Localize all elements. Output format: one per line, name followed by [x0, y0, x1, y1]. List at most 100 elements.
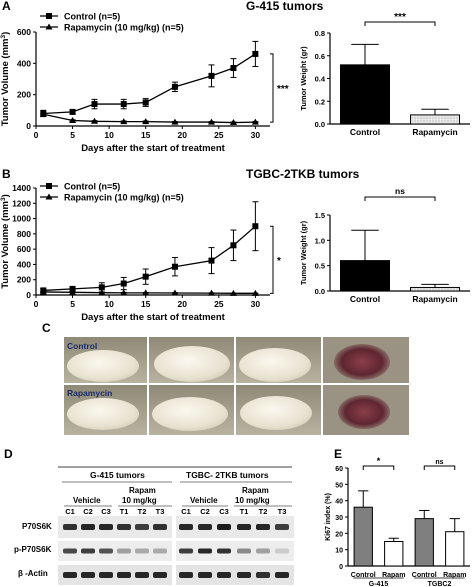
x-tick-label: 10 [104, 130, 114, 140]
y-tick-label: 400 [17, 58, 31, 68]
blot-group-g415: G-415 tumors [90, 470, 145, 480]
mouse-body [67, 398, 139, 430]
group-label: TGBC2 [428, 581, 452, 587]
y-tick-label: 1400 [12, 183, 31, 193]
mouse-body [239, 348, 311, 382]
panel-label-b: B [2, 167, 11, 181]
y-tick-label: 800 [17, 229, 31, 239]
legend-marker [46, 183, 52, 189]
blot-band [63, 548, 77, 554]
x-tick-label: 25 [214, 299, 224, 309]
data-point-square [230, 65, 237, 72]
y-tick-label: 0.0 [315, 120, 325, 129]
panel-label-e: E [334, 447, 342, 461]
blot-band [198, 524, 212, 530]
data-point-square [230, 242, 237, 249]
line-chart-b: 0 200 400 600 800 1000 1200 1400 0 5 10 15 20 25 30 Day… [0, 182, 281, 324]
y-axis-label: Tumor Weight (gr) [299, 220, 308, 285]
y-tick-label: 0.6 [315, 52, 325, 61]
blot-strip [176, 565, 294, 585]
blot-band [237, 524, 251, 530]
y-tick-label: 0.4 [315, 75, 326, 84]
data-point-square [91, 101, 98, 108]
blot-band [63, 572, 77, 578]
blot-band [237, 548, 251, 554]
y-tick-label: 1.0 [315, 236, 325, 245]
blot-band [217, 524, 231, 530]
data-point-triangle [229, 289, 237, 296]
data-point-triangle [208, 289, 215, 296]
data-point-square [120, 280, 127, 287]
y-tick-label: 0 [26, 121, 31, 131]
blot-band [179, 524, 193, 530]
y-tick-label: 200 [17, 275, 31, 285]
blot-band [256, 572, 270, 578]
blot-dose-2: 10 mg/kg [235, 496, 270, 505]
mouse-body [152, 397, 228, 431]
y-tick-label: 0.2 [315, 97, 325, 106]
blot-bands [63, 524, 289, 578]
data-point-triangle [120, 289, 128, 296]
blot-band [99, 572, 113, 578]
lane-label: C3 [101, 507, 111, 516]
data-point-triangle [39, 288, 47, 295]
blot-row-p70s6k: P70S6K [22, 522, 52, 531]
x-tick-label: 20 [178, 299, 188, 309]
y-tick-label: 0 [339, 564, 343, 571]
blot-band [99, 548, 113, 554]
y-tick-label: 600 [17, 244, 31, 254]
photo-label-rapamycin: Rapamycin [67, 388, 112, 398]
significance-label: ns [435, 459, 443, 466]
y-tick-label: 1.5 [315, 211, 325, 220]
lane-label: C1 [65, 507, 75, 516]
blot-row-phospho: p-P70S6K [14, 545, 52, 554]
y-tick-label: 30 [335, 515, 343, 522]
y-axis-label: Tumor Volume (mm3) [0, 194, 11, 289]
panel-label-d: D [4, 447, 13, 461]
x-tick-label: 5 [70, 130, 75, 140]
legend-marker [46, 13, 52, 19]
category-label: Rapamycin [412, 294, 457, 304]
blot-group-tgbc: TGBC- 2TKB tumors [186, 470, 269, 480]
significance-label: *** [394, 12, 406, 23]
data-point-square [69, 108, 76, 115]
bar-chart-b: 0.0 0.5 1.0 1.5 Tumor Weight (gr) Control Rapa… [299, 186, 470, 304]
western-blot: G-415 tumors TGBC- 2TKB tumors Rapam 10 … [14, 466, 294, 585]
blot-band [217, 572, 231, 578]
blot-rapam-2: Rapam [242, 486, 269, 495]
data-point-square [120, 101, 127, 108]
category-label: Control [350, 294, 380, 304]
data-point-triangle [69, 288, 77, 295]
significance-bracket [364, 21, 436, 26]
category-label: Rapam [443, 572, 466, 579]
bar-1 [384, 541, 404, 567]
x-axis-label: Days after the start of treatment [81, 312, 225, 323]
data-point-triangle [69, 117, 77, 124]
blot-band [275, 572, 289, 578]
blot-strip [176, 516, 294, 538]
category-label: Control [350, 127, 380, 137]
data-point-square [171, 83, 178, 90]
x-tick-label: 25 [214, 130, 224, 140]
blot-band [198, 572, 212, 578]
data-point-triangle [91, 117, 98, 124]
lane-label: T3 [156, 507, 165, 516]
x-tick-label: 10 [104, 299, 114, 309]
data-point-triangle [229, 119, 237, 126]
y-tick-label: 50 [335, 482, 343, 489]
photo-label-control: Control [67, 341, 97, 351]
y-tick-label: 0.8 [315, 29, 325, 38]
y-tick-label: 400 [17, 259, 31, 269]
y-tick-label: 0.0 [315, 287, 325, 296]
blot-band [256, 524, 270, 530]
bar-3 [445, 531, 465, 567]
blot-dose-1: 10 mg/kg [122, 496, 157, 505]
blot-vehicle-1: Vehicle [73, 496, 101, 505]
x-tick-label: 5 [70, 299, 75, 309]
data-point-square [252, 223, 259, 230]
significance-label: ns [395, 186, 405, 196]
data-point-triangle [251, 289, 259, 296]
control-series-line [43, 225, 256, 292]
category-label: Rapamycin [412, 127, 457, 137]
data-point-square [142, 273, 149, 280]
